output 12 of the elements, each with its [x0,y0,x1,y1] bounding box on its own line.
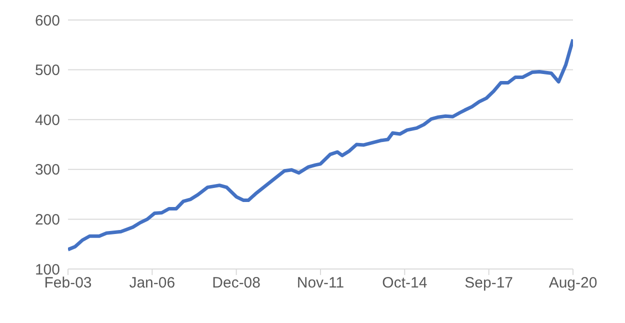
x-tick-label: Aug-20 [548,274,598,292]
y-tick-label: 300 [34,162,60,179]
x-tick-label: Jan-06 [129,274,176,292]
y-tick-label: 500 [34,62,60,80]
y-tick-label: 400 [34,112,60,129]
x-tick-label: Sep-17 [464,274,514,292]
y-tick-label: 200 [34,212,60,229]
y-tick-label: 600 [34,12,60,30]
x-tick-label: Nov-11 [296,274,344,292]
line-series [68,38,573,252]
x-tick-label: Dec-08 [212,274,261,292]
x-tick-label: Oct-14 [382,274,428,292]
